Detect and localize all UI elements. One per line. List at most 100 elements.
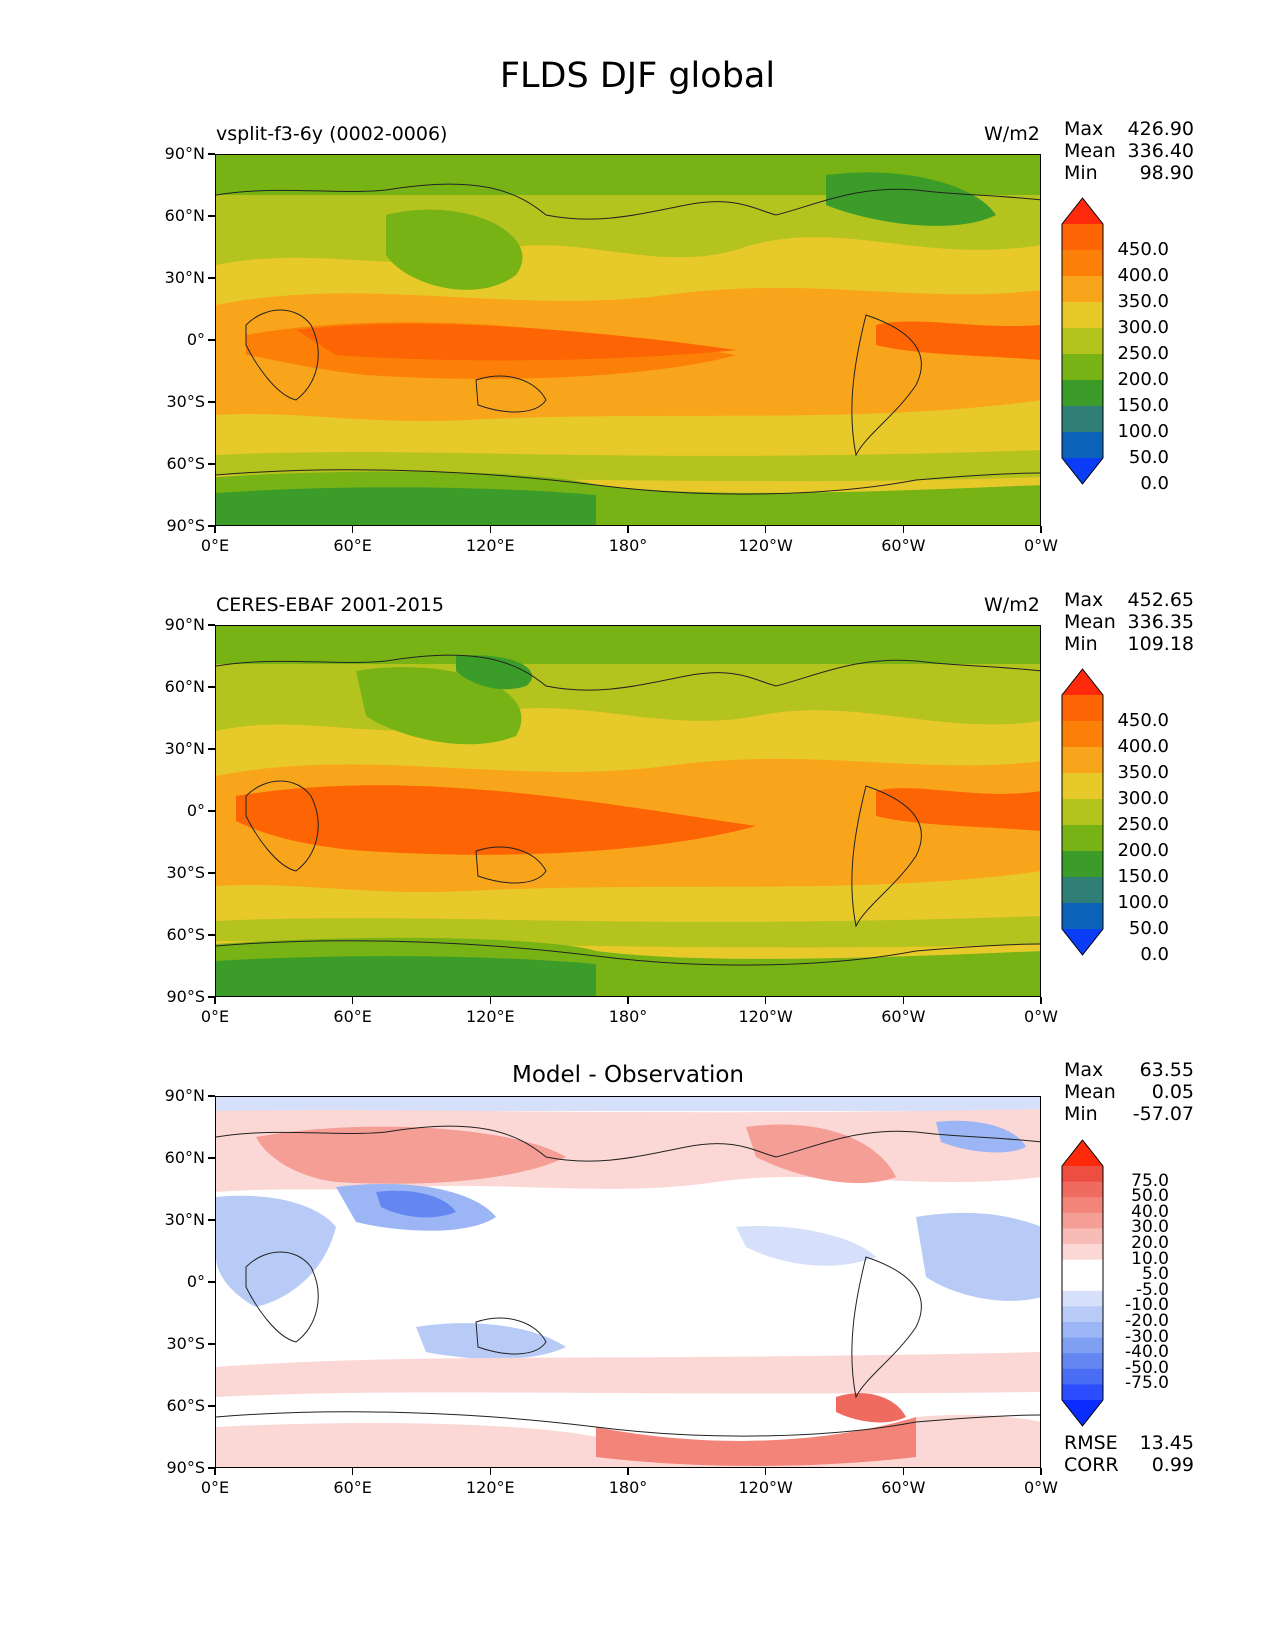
lon-tick-label: 60°W [881, 536, 926, 555]
stats-key: Max [1064, 118, 1104, 140]
stats-row: Mean 336.35 [1064, 611, 1194, 633]
lon-tickmark [764, 997, 767, 1004]
lat-tick-label: 90°S [166, 987, 205, 1006]
colorbar-tick-label: 40.0 [1131, 1201, 1169, 1222]
colorbar-segment [1062, 224, 1103, 251]
stats-row: Min -57.07 [1064, 1103, 1194, 1125]
lat-tick-label: 60°N [164, 1148, 205, 1167]
colorbar-min-extend [1062, 1400, 1103, 1426]
colorbar-tick-label: 400.0 [1117, 265, 1169, 286]
stats-block: Max 452.65 Mean 336.35 Min 109.18 [1064, 589, 1194, 655]
map-observation [215, 625, 1041, 997]
lat-tickmark [208, 1343, 215, 1345]
stats-value: 63.55 [1139, 1059, 1194, 1081]
map-difference [215, 1096, 1041, 1468]
colorbar-tick-label: -20.0 [1125, 1311, 1169, 1331]
colorbar-tick-label: 350.0 [1117, 762, 1169, 783]
panel-units: W/m2 [984, 594, 1040, 616]
lat-tickmark [208, 1281, 215, 1283]
lat-tickmark [208, 624, 215, 626]
lat-tick-label: 30°N [164, 268, 205, 287]
colorbar-segment [1062, 1228, 1103, 1245]
map-model [215, 154, 1041, 526]
stats-value: 98.90 [1139, 162, 1194, 184]
colorbar-segment [1062, 406, 1103, 433]
stats-row: Max 63.55 [1064, 1059, 1194, 1081]
lat-tickmark [208, 872, 215, 874]
lon-tick-label: 60°E [333, 1478, 372, 1497]
colorbar-outline [1061, 1139, 1104, 1427]
lat-tickmark [208, 934, 215, 936]
colorbar-tick-label: 30.0 [1131, 1217, 1169, 1238]
colorbar-segment [1062, 903, 1103, 930]
lon-tickmark [214, 1468, 216, 1475]
colorbar-tick-label: 450.0 [1117, 710, 1169, 731]
colorbar-max-extend [1062, 669, 1103, 695]
colorbar [1061, 197, 1104, 485]
lat-tick-label: 60°S [166, 925, 205, 944]
panel-model: vsplit-f3-6y (0002-0006) W/m2 [0, 118, 1275, 578]
lon-tickmark [902, 526, 905, 533]
lat-tick-label: 60°S [166, 454, 205, 473]
lon-tickmark [489, 526, 492, 533]
error-stats-value: 13.45 [1139, 1432, 1194, 1454]
lat-tick-label: 30°N [164, 739, 205, 758]
colorbar-segment [1062, 276, 1103, 303]
colorbar-tick-label: 300.0 [1117, 317, 1169, 338]
figure-title: FLDS DJF global [499, 56, 776, 96]
colorbar-tick-label: 200.0 [1117, 840, 1169, 861]
lon-tickmark [627, 997, 629, 1004]
colorbar-segment [1062, 1337, 1103, 1354]
lat-tickmark [208, 686, 215, 688]
lat-tick-label: 0° [186, 330, 205, 349]
lon-tickmark [489, 1468, 492, 1475]
lon-tickmark [351, 1468, 354, 1475]
lat-tickmark [208, 525, 215, 527]
colorbar-segment [1062, 1384, 1103, 1401]
colorbar-tick-label: -30.0 [1125, 1326, 1169, 1347]
lat-tickmark [208, 1157, 215, 1159]
colorbar-tick-label: 10.0 [1131, 1248, 1169, 1269]
lat-tickmark [208, 153, 215, 155]
colorbar-max-extend [1062, 198, 1103, 224]
lon-tick-label: 0°E [200, 1478, 230, 1497]
colorbar-tick-label: 300.0 [1117, 788, 1169, 809]
lat-tickmark [208, 1095, 215, 1097]
colorbar-segment [1062, 1197, 1103, 1214]
colorbar-tick-label: 50.0 [1128, 918, 1169, 939]
colorbar-max-extend [1062, 1140, 1103, 1166]
panel-label-left: vsplit-f3-6y (0002-0006) [216, 123, 448, 145]
stats-value: -57.07 [1132, 1103, 1194, 1125]
stats-row: Mean 0.05 [1064, 1081, 1194, 1103]
lat-tickmark [208, 996, 215, 998]
stats-value: 426.90 [1127, 118, 1194, 140]
lat-tick-label: 0° [186, 1272, 205, 1291]
lon-tick-label: 180° [608, 536, 648, 555]
stats-key: Mean [1064, 1081, 1116, 1103]
colorbar-segment [1062, 1290, 1103, 1307]
stats-block: Max 426.90 Mean 336.40 Min 98.90 [1064, 118, 1194, 184]
colorbar-segment [1062, 1368, 1103, 1385]
lon-tickmark [489, 997, 492, 1004]
stats-row: Mean 336.40 [1064, 140, 1194, 162]
stats-key: Min [1064, 162, 1098, 184]
error-stats-row: CORR 0.99 [1064, 1454, 1194, 1476]
panel-observation: CERES-EBAF 2001-2015 W/m2 [0, 589, 1275, 1049]
lon-tickmark [764, 526, 767, 533]
stats-row: Min 98.90 [1064, 162, 1194, 184]
colorbar-tick-label: 450.0 [1117, 239, 1169, 260]
lat-tick-label: 0° [186, 801, 205, 820]
colorbar-segment [1062, 1306, 1103, 1323]
colorbar-segment [1062, 1353, 1103, 1370]
error-stats-key: RMSE [1064, 1432, 1118, 1454]
lon-tickmark [214, 997, 216, 1004]
lat-tick-label: 60°N [164, 206, 205, 225]
stats-block: Max 63.55 Mean 0.05 Min -57.07 [1064, 1059, 1194, 1125]
colorbar-segment [1062, 432, 1103, 459]
stats-row: Min 109.18 [1064, 633, 1194, 655]
lon-tick-label: 60°W [881, 1007, 926, 1026]
colorbar-segment [1062, 1322, 1103, 1339]
colorbar-segment [1062, 1244, 1103, 1261]
colorbar-tick-label: 0.0 [1140, 473, 1169, 494]
lon-tick-label: 60°E [333, 536, 372, 555]
